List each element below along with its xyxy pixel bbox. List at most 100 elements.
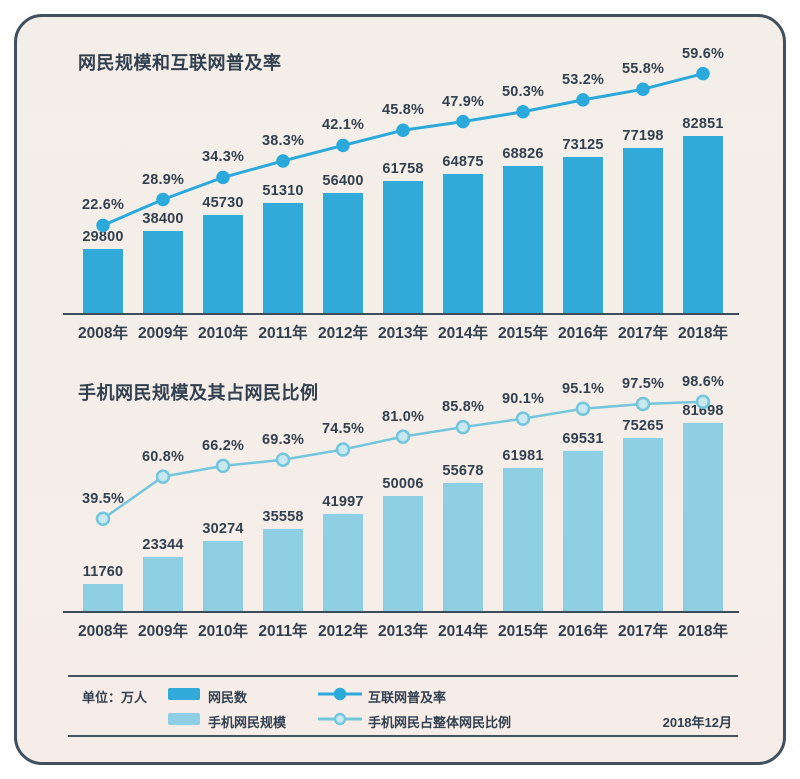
bar-value-label: 30274	[202, 521, 244, 537]
data-point-dot	[395, 429, 411, 444]
legend-label-netizens: 网民数	[208, 690, 248, 705]
bar	[683, 423, 723, 611]
x-axis-label: 2016年	[558, 325, 608, 342]
bar-value-label: 64875	[442, 154, 484, 170]
x-axis-line	[63, 610, 739, 613]
bar-value-label: 51310	[262, 183, 304, 199]
line-value-label: 97.5%	[621, 375, 665, 392]
divider-line	[68, 675, 738, 677]
bar-value-label: 56400	[322, 173, 364, 189]
date-label: 2018年12月	[662, 715, 732, 730]
bar-value-label: 61981	[502, 448, 544, 464]
x-axis-label: 2011年	[258, 325, 308, 342]
x-axis-label: 2011年	[258, 623, 308, 640]
data-point-dot	[696, 66, 710, 81]
bar	[503, 468, 543, 611]
bar	[683, 136, 723, 313]
x-axis-line	[63, 312, 739, 315]
line-value-label: 90.1%	[501, 390, 545, 407]
x-axis-label: 2009年	[138, 325, 188, 342]
line-value-label: 74.5%	[321, 421, 365, 438]
x-axis-label: 2009年	[138, 623, 188, 640]
plot-area-mobile-users: 11760 2008年 23344 2009年 30274 2010年 35558 2011年…	[63, 371, 739, 640]
bar	[83, 584, 123, 611]
data-point-dot	[275, 452, 291, 468]
bar	[143, 231, 183, 313]
x-axis-label: 2013年	[378, 623, 428, 640]
line-value-label: 38.3%	[261, 132, 305, 149]
x-axis-label: 2008年	[78, 623, 128, 640]
x-axis-label: 2010年	[198, 325, 248, 342]
data-point-dot	[335, 442, 351, 457]
legend-swatch-netizens	[168, 688, 200, 700]
x-axis-label: 2018年	[678, 325, 728, 342]
bar	[623, 148, 663, 313]
x-axis-label: 2018年	[678, 623, 728, 640]
trend-line	[96, 66, 710, 233]
data-point-dot	[636, 82, 650, 96]
line-value-label: 42.1%	[321, 117, 365, 134]
x-axis-label: 2012年	[318, 325, 368, 342]
line-value-label: 55.8%	[621, 61, 665, 78]
line-value-label: 69.3%	[261, 431, 305, 448]
data-point-dot	[396, 123, 410, 137]
bar-value-label: 29800	[82, 229, 124, 245]
bar	[503, 166, 543, 313]
data-point-dot	[455, 419, 471, 435]
data-point-dot	[515, 411, 531, 426]
bar	[263, 529, 303, 611]
x-axis-label: 2017年	[618, 325, 668, 342]
legend-line-icon-mobile-ratio	[318, 712, 362, 726]
x-axis-label: 2015年	[498, 623, 548, 640]
bar	[203, 215, 243, 313]
legend-label-mobile-ratio: 手机网民占整体网民比例	[368, 715, 512, 730]
bar-value-label: 55678	[442, 463, 484, 479]
line-value-label: 60.8%	[141, 448, 185, 465]
bar	[83, 249, 123, 313]
x-axis-label: 2010年	[198, 623, 248, 640]
x-axis-label: 2012年	[318, 623, 368, 640]
bar	[443, 483, 483, 611]
x-axis-label: 2016年	[558, 623, 608, 640]
x-axis-label: 2015年	[498, 325, 548, 342]
bar	[323, 514, 363, 611]
line-value-label: 66.2%	[201, 437, 245, 454]
bar-value-label: 35558	[262, 509, 304, 525]
legend-swatch-mobile-netizens	[168, 713, 200, 725]
line-value-label: 85.8%	[441, 399, 485, 416]
bar-value-label: 23344	[142, 537, 184, 553]
bar	[143, 557, 183, 611]
line-value-label: 98.6%	[681, 373, 725, 390]
data-point-dot	[576, 93, 590, 107]
data-point-dot	[95, 511, 111, 527]
bar	[563, 451, 603, 611]
x-axis-label: 2008年	[78, 325, 128, 342]
bar	[263, 203, 303, 313]
bar-value-label: 69531	[562, 431, 604, 447]
data-point-dot	[155, 469, 171, 484]
data-point-dot	[215, 458, 231, 474]
bar	[443, 174, 483, 313]
data-point-dot	[456, 114, 470, 129]
bar	[623, 438, 663, 611]
line-value-label: 59.6%	[681, 45, 725, 62]
data-point-dot	[336, 138, 350, 153]
bar-value-label: 81698	[682, 403, 724, 419]
line-value-label: 39.5%	[81, 490, 125, 507]
data-point-dot	[276, 154, 290, 168]
bar	[203, 541, 243, 611]
line-value-label: 22.6%	[81, 197, 125, 214]
bar	[383, 181, 423, 313]
bar-value-label: 11760	[82, 564, 124, 580]
legend-label-penetration: 互联网普及率	[368, 690, 447, 705]
line-value-label: 45.8%	[381, 102, 425, 119]
bar-value-label: 68826	[502, 146, 544, 162]
bar-value-label: 61758	[382, 161, 424, 177]
data-point-dot	[216, 170, 230, 185]
legend-label-mobile-netizens: 手机网民规模	[208, 715, 287, 730]
legend-line-icon-penetration	[318, 687, 362, 701]
line-value-label: 95.1%	[561, 380, 605, 397]
line-value-label: 50.3%	[501, 83, 545, 100]
line-value-label: 34.3%	[201, 149, 245, 166]
data-point-dot	[695, 394, 711, 410]
